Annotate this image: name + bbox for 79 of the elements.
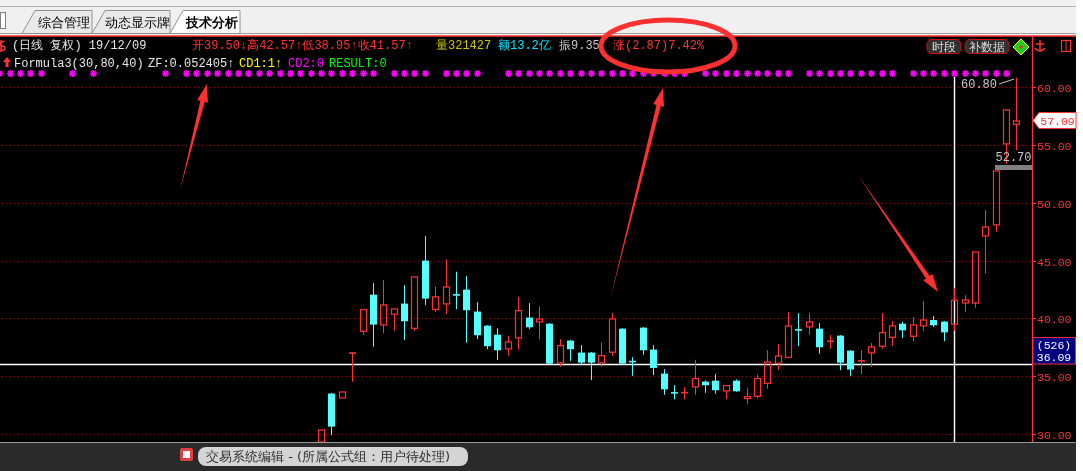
candlestick [474,302,481,340]
annotation: Formula3(30,80,40) [14,57,144,71]
candlestick [888,321,897,346]
annotation: RESULT:0 [329,57,387,71]
candlestick [805,313,814,335]
candlestick [588,352,595,381]
candlestick [992,170,1001,232]
candlestick [961,295,970,312]
candlestick [390,308,399,331]
annotation: 60.80 [960,78,997,93]
candlestick [826,335,835,349]
candlestick [556,339,565,367]
candlestick [608,313,617,356]
candlestick [816,323,823,354]
candlestick [401,285,408,341]
candlestick [774,344,783,370]
y-tick-label: 40.00 [1037,312,1072,326]
y-tick-label: 35.00 [1037,370,1072,384]
candlestick [981,210,990,274]
text: (526) [1036,339,1072,352]
candlestick [379,280,388,334]
text: 综合管理 [37,15,90,30]
y-tick-label: 55.00 [1037,139,1072,153]
candlestick [535,306,544,340]
candlestick [1012,77,1021,151]
candlestick [442,259,451,315]
annotation: (日线 复权) 19/12/09 [12,39,147,53]
candlestick [941,321,948,342]
annotation: CD1:1↑ [239,57,283,71]
candlestick [484,325,491,350]
candlestick [950,288,959,332]
candlestick [514,297,523,350]
candlestick [971,251,980,308]
candlestick [452,271,461,310]
candlestick [867,343,876,367]
annotation: CD2:0 [288,57,325,71]
candlestick [359,308,368,336]
candlestick [317,429,326,442]
candlestick [763,350,772,389]
candlestick [691,359,700,395]
y-tick-label: 60.00 [1037,81,1072,95]
candlestick [597,342,606,367]
candlestick [578,345,585,365]
candlestick [526,303,533,330]
y-tick-label: 45.00 [1037,255,1072,269]
candlestick [650,345,657,376]
candlestick [909,317,918,342]
candlestick [463,276,470,343]
y-tick-label: 50.00 [1037,197,1072,211]
annotation: 涨(2.87)7.42% [613,39,706,53]
candlestick [784,312,793,358]
annotation: 量321427 [436,39,492,53]
annotation: 开39.50↓高42.57↑低38.95↑收41.57↑ [192,38,413,53]
candlestick [338,391,347,399]
annotation: 时段 [932,40,956,54]
text: 动态显示牌 [105,15,170,30]
annotation: 振9.35 [559,39,600,53]
text: 57.09 [1040,115,1075,128]
candlestick [348,352,357,382]
candlestick [640,327,647,355]
candlestick [857,350,866,375]
candlestick [753,374,762,399]
ref-line-label: 36.09 [1036,350,1072,364]
annotation: 补数据 [969,40,1005,54]
candlestick [670,385,679,400]
candlestick [494,328,501,361]
annotation: 额13.2亿 [498,38,551,53]
candlestick [878,313,887,349]
text: 技术分析 [184,15,238,30]
candlestick [410,276,419,331]
candlestick [431,286,440,312]
candlestick [661,369,668,395]
candlestick [567,340,574,361]
y-tick-label: 30.00 [1037,428,1072,442]
candlestick [847,350,854,376]
annotation: ZF:0.052405↑ [148,57,235,71]
text: 交易系统编辑 - (所属公式组：用户待处理) [206,449,451,464]
candlestick [712,374,719,394]
candlestick [794,313,803,347]
